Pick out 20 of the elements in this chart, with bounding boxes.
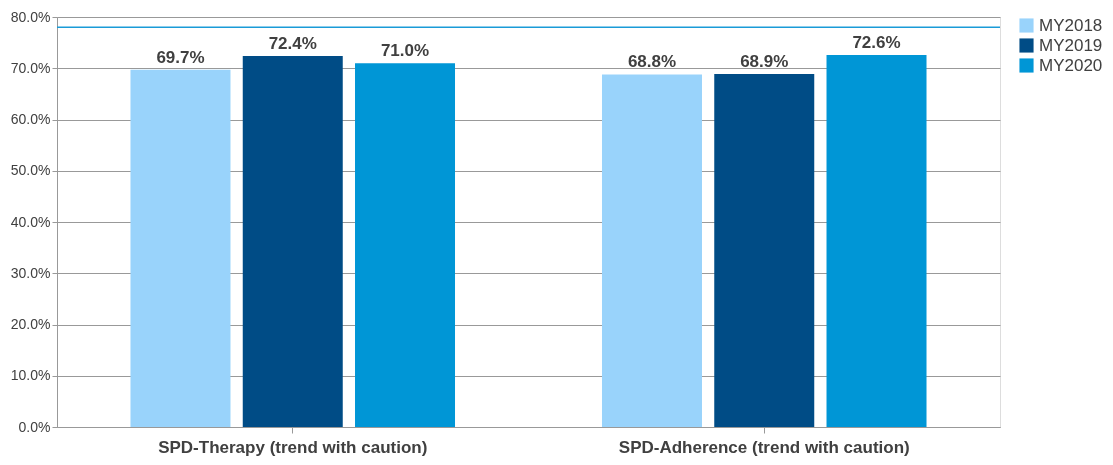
x-tick-label: SPD-Adherence (trend with caution) bbox=[618, 437, 910, 457]
data-label: 69.7% bbox=[156, 47, 205, 67]
data-label: 72.4% bbox=[268, 33, 317, 53]
y-tick-label: 70.0% bbox=[10, 59, 51, 76]
y-tick-label: 80.0% bbox=[10, 8, 51, 25]
y-tick-label: 10.0% bbox=[10, 367, 51, 384]
y-tick-label: 60.0% bbox=[10, 111, 51, 127]
legend-label: MY2018 bbox=[1039, 15, 1103, 35]
y-tick-label: 0.0% bbox=[18, 418, 51, 435]
data-label: 71.0% bbox=[380, 41, 430, 61]
x-tick-label: SPD-Therapy (trend with caution) bbox=[158, 437, 428, 457]
data-label: 68.9% bbox=[740, 51, 789, 71]
y-tick-label: 30.0% bbox=[10, 264, 51, 281]
data-label: 72.6% bbox=[852, 32, 901, 52]
y-tick-label: 20.0% bbox=[10, 316, 51, 332]
legend-label: MY2020 bbox=[1039, 55, 1103, 75]
data-label: 68.8% bbox=[627, 52, 677, 72]
y-tick-label: 40.0% bbox=[10, 213, 51, 230]
legend-label: MY2019 bbox=[1039, 35, 1103, 55]
y-tick-label: 50.0% bbox=[10, 162, 51, 179]
